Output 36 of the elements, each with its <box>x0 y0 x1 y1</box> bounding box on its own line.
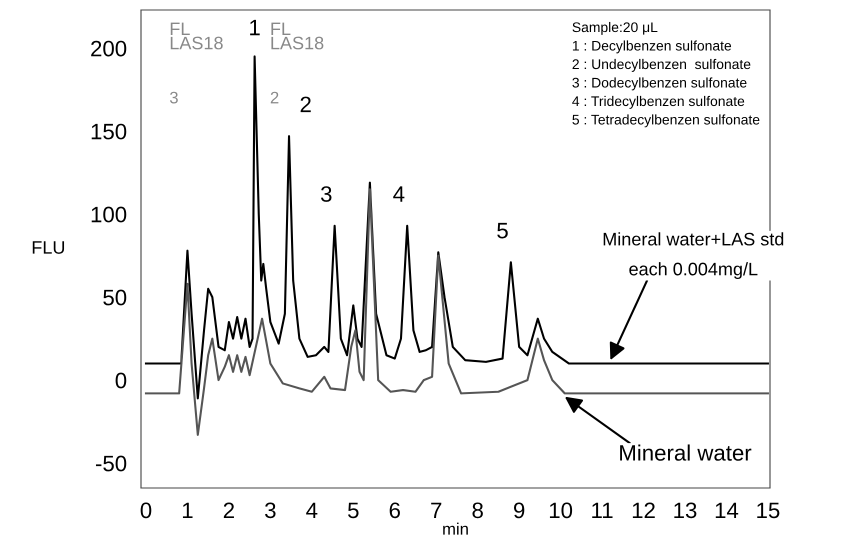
y-tick-label: 0 <box>116 372 126 388</box>
annotation: 4 <box>393 186 404 202</box>
x-tick-label: 15 <box>757 502 780 518</box>
y-axis-title: FLU <box>32 241 64 254</box>
x-tick-label: 2 <box>224 502 234 518</box>
annotation: Sample:20 μL 1 : Decylbenzen sulfonate 2 : Undecylbenzen sulfonate 3 : Dodecylbenzen sulfonate 4 : Tridecylbenzen sulfonate 5 : Tetradecylbenzen sulfonate <box>572 22 760 128</box>
x-tick-label: 10 <box>550 502 572 518</box>
x-tick-label: 1 <box>182 502 193 518</box>
x-tick-label: 5 <box>348 502 359 518</box>
y-tick-label: 100 <box>92 206 126 222</box>
annotation: 1 <box>250 20 260 36</box>
x-tick-label: 8 <box>472 502 483 518</box>
annotation: 3 <box>170 92 178 104</box>
x-tick-label: 14 <box>716 502 738 518</box>
x-tick-label: 9 <box>514 502 524 518</box>
x-tick-label: 0 <box>140 502 152 518</box>
annotation: FL LAS18 <box>170 22 223 50</box>
y-tick-label: 50 <box>103 290 126 306</box>
x-tick-label: 11 <box>592 502 613 518</box>
x-tick-label: 3 <box>265 502 276 518</box>
y-tick-label: -50 <box>96 456 126 472</box>
y-tick-label: 200 <box>91 40 126 56</box>
y-tick-label: 150 <box>92 124 126 140</box>
annotation: 5 <box>497 222 508 238</box>
annotation: 3 <box>320 186 332 202</box>
x-tick-label: 6 <box>390 502 400 518</box>
annotation: 2 <box>300 96 311 112</box>
x-axis-title: min <box>443 522 468 535</box>
x-tick-label: 12 <box>632 502 655 518</box>
x-tick-label: 13 <box>674 502 696 518</box>
annotation: FL LAS18 <box>271 22 324 50</box>
x-tick-label: 7 <box>431 502 442 518</box>
annotation: 2 <box>270 92 278 104</box>
annotation: Mineral water+LAS std each 0.004mg/L <box>604 232 784 280</box>
annotation: Mineral water <box>620 444 752 461</box>
x-tick-label: 4 <box>306 502 318 518</box>
